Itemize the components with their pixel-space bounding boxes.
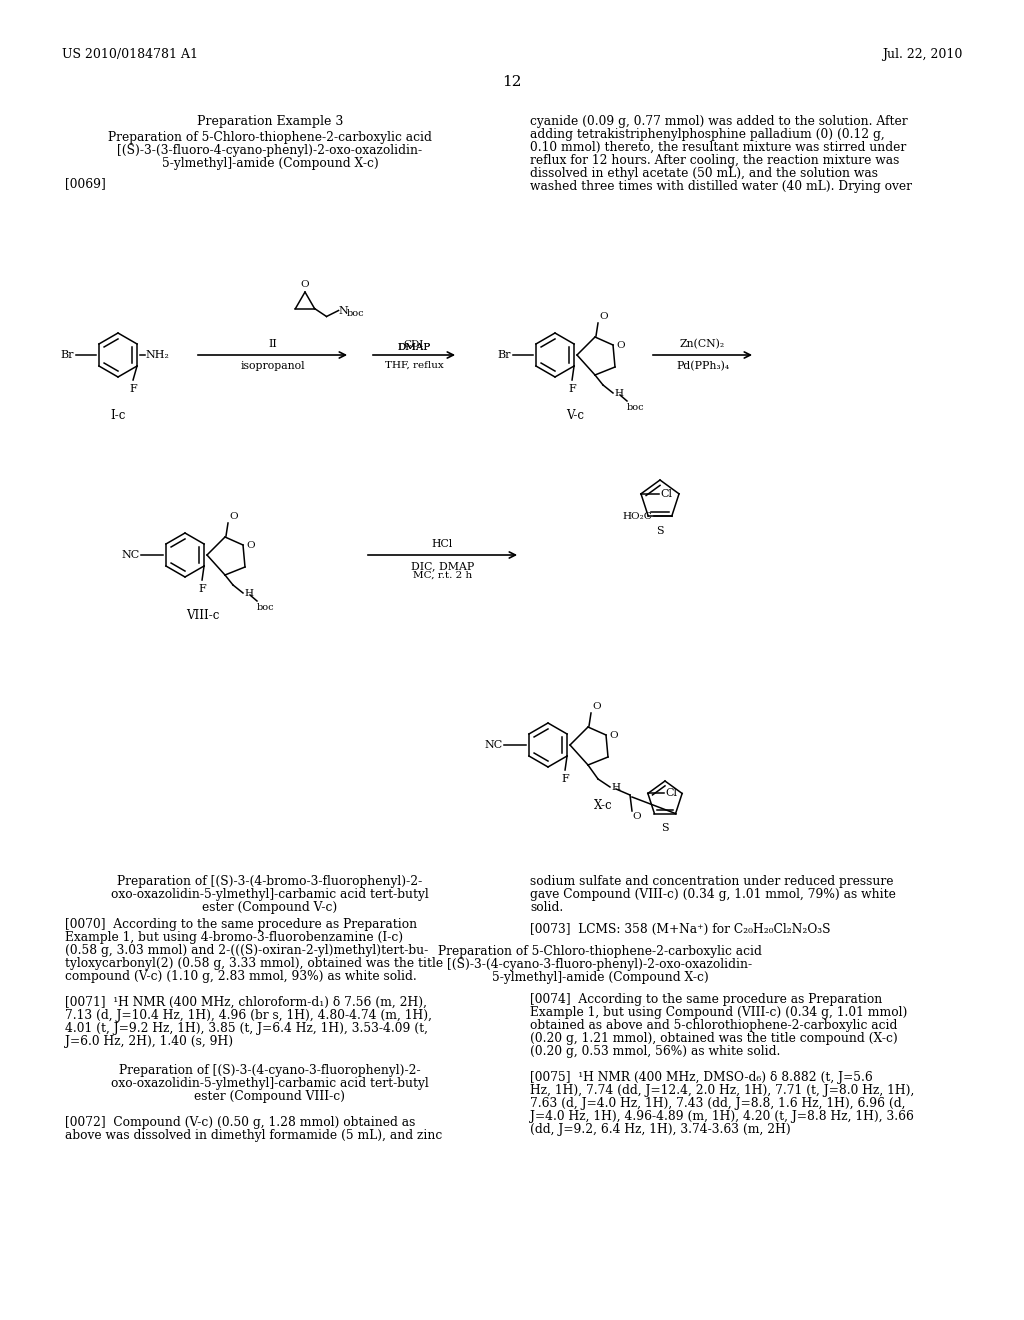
Text: O: O <box>229 512 238 521</box>
Text: oxo-oxazolidin-5-ylmethyl]-carbamic acid tert-butyl: oxo-oxazolidin-5-ylmethyl]-carbamic acid… <box>112 1077 429 1090</box>
Text: Preparation of 5-Chloro-thiophene-2-carboxylic acid: Preparation of 5-Chloro-thiophene-2-carb… <box>438 945 762 958</box>
Text: [0075]  ¹H NMR (400 MHz, DMSO-d₆) δ 8.882 (t, J=5.6: [0075] ¹H NMR (400 MHz, DMSO-d₆) δ 8.882… <box>530 1071 872 1084</box>
Text: washed three times with distilled water (40 mL). Drying over: washed three times with distilled water … <box>530 180 912 193</box>
Text: Zn(CN)₂: Zn(CN)₂ <box>680 339 725 348</box>
Text: Example 1, but using Compound (VIII-c) (0.34 g, 1.01 mmol): Example 1, but using Compound (VIII-c) (… <box>530 1006 907 1019</box>
Text: boc: boc <box>346 309 365 318</box>
Text: CDI: CDI <box>403 341 424 348</box>
Text: Preparation of 5-Chloro-thiophene-2-carboxylic acid: Preparation of 5-Chloro-thiophene-2-carb… <box>109 131 432 144</box>
Text: DIC, DMAP: DIC, DMAP <box>411 561 474 572</box>
Text: HCl: HCl <box>432 539 454 549</box>
Text: (0.58 g, 3.03 mmol) and 2-(((S)-oxiran-2-yl)methyl)tert-bu-: (0.58 g, 3.03 mmol) and 2-(((S)-oxiran-2… <box>65 944 428 957</box>
Text: O: O <box>301 280 309 289</box>
Text: O: O <box>616 341 625 350</box>
Text: HO₂C: HO₂C <box>622 512 651 520</box>
Text: solid.: solid. <box>530 902 563 913</box>
Text: V-c: V-c <box>566 409 584 422</box>
Text: N: N <box>339 305 348 315</box>
Text: MC, r.t. 2 h: MC, r.t. 2 h <box>413 572 472 579</box>
Text: (dd, J=9.2, 6.4 Hz, 1H), 3.74-3.63 (m, 2H): (dd, J=9.2, 6.4 Hz, 1H), 3.74-3.63 (m, 2… <box>530 1123 791 1137</box>
Text: Preparation of [(S)-3-(4-bromo-3-fluorophenyl)-2-: Preparation of [(S)-3-(4-bromo-3-fluorop… <box>118 875 423 888</box>
Text: above was dissolved in dimethyl formamide (5 mL), and zinc: above was dissolved in dimethyl formamid… <box>65 1129 442 1142</box>
Text: isopropanol: isopropanol <box>241 360 305 371</box>
Text: O: O <box>592 702 601 711</box>
Text: F: F <box>199 583 206 594</box>
Text: Preparation of [(S)-3-(4-cyano-3-fluorophenyl)-2-: Preparation of [(S)-3-(4-cyano-3-fluorop… <box>119 1064 421 1077</box>
Text: DMAP: DMAP <box>397 343 431 352</box>
Text: NC: NC <box>484 741 503 750</box>
Text: 0.10 mmol) thereto, the resultant mixture was stirred under: 0.10 mmol) thereto, the resultant mixtur… <box>530 141 906 154</box>
Text: (0.20 g, 1.21 mmol), obtained was the title compound (X-c): (0.20 g, 1.21 mmol), obtained was the ti… <box>530 1032 898 1045</box>
Text: S: S <box>662 822 669 833</box>
Text: Br: Br <box>60 350 74 360</box>
Text: NC: NC <box>122 550 140 560</box>
Text: 4.01 (t, J=9.2 Hz, 1H), 3.85 (t, J=6.4 Hz, 1H), 3.53-4.09 (t,: 4.01 (t, J=9.2 Hz, 1H), 3.85 (t, J=6.4 H… <box>65 1022 428 1035</box>
Text: NH₂: NH₂ <box>145 350 169 360</box>
Text: dissolved in ethyl acetate (50 mL), and the solution was: dissolved in ethyl acetate (50 mL), and … <box>530 168 878 180</box>
Text: Jul. 22, 2010: Jul. 22, 2010 <box>882 48 962 61</box>
Text: [(S)-3-(4-cyano-3-fluoro-phenyl)-2-oxo-oxazolidin-: [(S)-3-(4-cyano-3-fluoro-phenyl)-2-oxo-o… <box>447 958 753 972</box>
Text: (0.20 g, 0.53 mmol, 56%) as white solid.: (0.20 g, 0.53 mmol, 56%) as white solid. <box>530 1045 780 1059</box>
Text: sodium sulfate and concentration under reduced pressure: sodium sulfate and concentration under r… <box>530 875 894 888</box>
Text: VIII-c: VIII-c <box>186 609 220 622</box>
Text: Preparation Example 3: Preparation Example 3 <box>197 115 343 128</box>
Text: [0069]: [0069] <box>65 177 105 190</box>
Text: 7.13 (d, J=10.4 Hz, 1H), 4.96 (br s, 1H), 4.80-4.74 (m, 1H),: 7.13 (d, J=10.4 Hz, 1H), 4.96 (br s, 1H)… <box>65 1008 432 1022</box>
Text: DMAP: DMAP <box>397 343 431 352</box>
Text: Cl: Cl <box>665 788 677 799</box>
Text: 12: 12 <box>502 75 522 88</box>
Text: gave Compound (VIII-c) (0.34 g, 1.01 mmol, 79%) as white: gave Compound (VIII-c) (0.34 g, 1.01 mmo… <box>530 888 896 902</box>
Text: Cl: Cl <box>660 488 672 499</box>
Text: Br: Br <box>498 350 511 360</box>
Text: adding tetrakistriphenylphosphine palladium (0) (0.12 g,: adding tetrakistriphenylphosphine pallad… <box>530 128 885 141</box>
Text: US 2010/0184781 A1: US 2010/0184781 A1 <box>62 48 198 61</box>
Text: 5-ylmethyl]-amide (Compound X-c): 5-ylmethyl]-amide (Compound X-c) <box>162 157 379 170</box>
Text: [0070]  According to the same procedure as Preparation: [0070] According to the same procedure a… <box>65 917 417 931</box>
Text: obtained as above and 5-chlorothiophene-2-carboxylic acid: obtained as above and 5-chlorothiophene-… <box>530 1019 897 1032</box>
Text: I-c: I-c <box>111 409 126 422</box>
Text: H: H <box>614 388 623 397</box>
Text: [0072]  Compound (V-c) (0.50 g, 1.28 mmol) obtained as: [0072] Compound (V-c) (0.50 g, 1.28 mmol… <box>65 1115 416 1129</box>
Text: compound (V-c) (1.10 g, 2.83 mmol, 93%) as white solid.: compound (V-c) (1.10 g, 2.83 mmol, 93%) … <box>65 970 417 983</box>
Text: H: H <box>244 589 253 598</box>
Text: boc: boc <box>627 403 645 412</box>
Text: [0074]  According to the same procedure as Preparation: [0074] According to the same procedure a… <box>530 993 883 1006</box>
Text: oxo-oxazolidin-5-ylmethyl]-carbamic acid tert-butyl: oxo-oxazolidin-5-ylmethyl]-carbamic acid… <box>112 888 429 902</box>
Text: [0071]  ¹H NMR (400 MHz, chloroform-d₁) δ 7.56 (m, 2H),: [0071] ¹H NMR (400 MHz, chloroform-d₁) δ… <box>65 997 427 1008</box>
Text: [0073]  LCMS: 358 (M+Na⁺) for C₂₀H₂₀Cl₂N₂O₃S: [0073] LCMS: 358 (M+Na⁺) for C₂₀H₂₀Cl₂N₂… <box>530 923 830 936</box>
Text: J=4.0 Hz, 1H), 4.96-4.89 (m, 1H), 4.20 (t, J=8.8 Hz, 1H), 3.66: J=4.0 Hz, 1H), 4.96-4.89 (m, 1H), 4.20 (… <box>530 1110 913 1123</box>
Text: Hz, 1H), 7.74 (dd, J=12.4, 2.0 Hz, 1H), 7.71 (t, J=8.0 Hz, 1H),: Hz, 1H), 7.74 (dd, J=12.4, 2.0 Hz, 1H), … <box>530 1084 914 1097</box>
Text: O: O <box>246 540 255 549</box>
Text: 7.63 (d, J=4.0 Hz, 1H), 7.43 (dd, J=8.8, 1.6 Hz, 1H), 6.96 (d,: 7.63 (d, J=4.0 Hz, 1H), 7.43 (dd, J=8.8,… <box>530 1097 905 1110</box>
Text: H: H <box>611 783 620 792</box>
Text: boc: boc <box>257 603 274 612</box>
Text: F: F <box>568 384 575 393</box>
Text: Pd(PPh₃)₄: Pd(PPh₃)₄ <box>676 360 729 371</box>
Text: O: O <box>632 812 641 821</box>
Text: Example 1, but using 4-bromo-3-fluorobenzamine (I-c): Example 1, but using 4-bromo-3-fluoroben… <box>65 931 403 944</box>
Text: II: II <box>268 339 276 348</box>
Text: O: O <box>599 312 607 321</box>
Text: X-c: X-c <box>594 799 612 812</box>
Text: O: O <box>609 730 617 739</box>
Text: 5-ylmethyl]-amide (Compound X-c): 5-ylmethyl]-amide (Compound X-c) <box>492 972 709 983</box>
Text: cyanide (0.09 g, 0.77 mmol) was added to the solution. After: cyanide (0.09 g, 0.77 mmol) was added to… <box>530 115 907 128</box>
Text: tyloxycarbonyl(2) (0.58 g, 3.33 mmol), obtained was the title: tyloxycarbonyl(2) (0.58 g, 3.33 mmol), o… <box>65 957 443 970</box>
Text: F: F <box>561 774 569 784</box>
Text: reflux for 12 hours. After cooling, the reaction mixture was: reflux for 12 hours. After cooling, the … <box>530 154 899 168</box>
Text: ester (Compound VIII-c): ester (Compound VIII-c) <box>195 1090 345 1104</box>
Text: THF, reflux: THF, reflux <box>385 360 443 370</box>
Text: J=6.0 Hz, 2H), 1.40 (s, 9H): J=6.0 Hz, 2H), 1.40 (s, 9H) <box>65 1035 233 1048</box>
Text: ester (Compound V-c): ester (Compound V-c) <box>203 902 338 913</box>
Text: [(S)-3-(3-fluoro-4-cyano-phenyl)-2-oxo-oxazolidin-: [(S)-3-(3-fluoro-4-cyano-phenyl)-2-oxo-o… <box>118 144 423 157</box>
Text: F: F <box>129 384 137 393</box>
Text: S: S <box>656 525 664 536</box>
